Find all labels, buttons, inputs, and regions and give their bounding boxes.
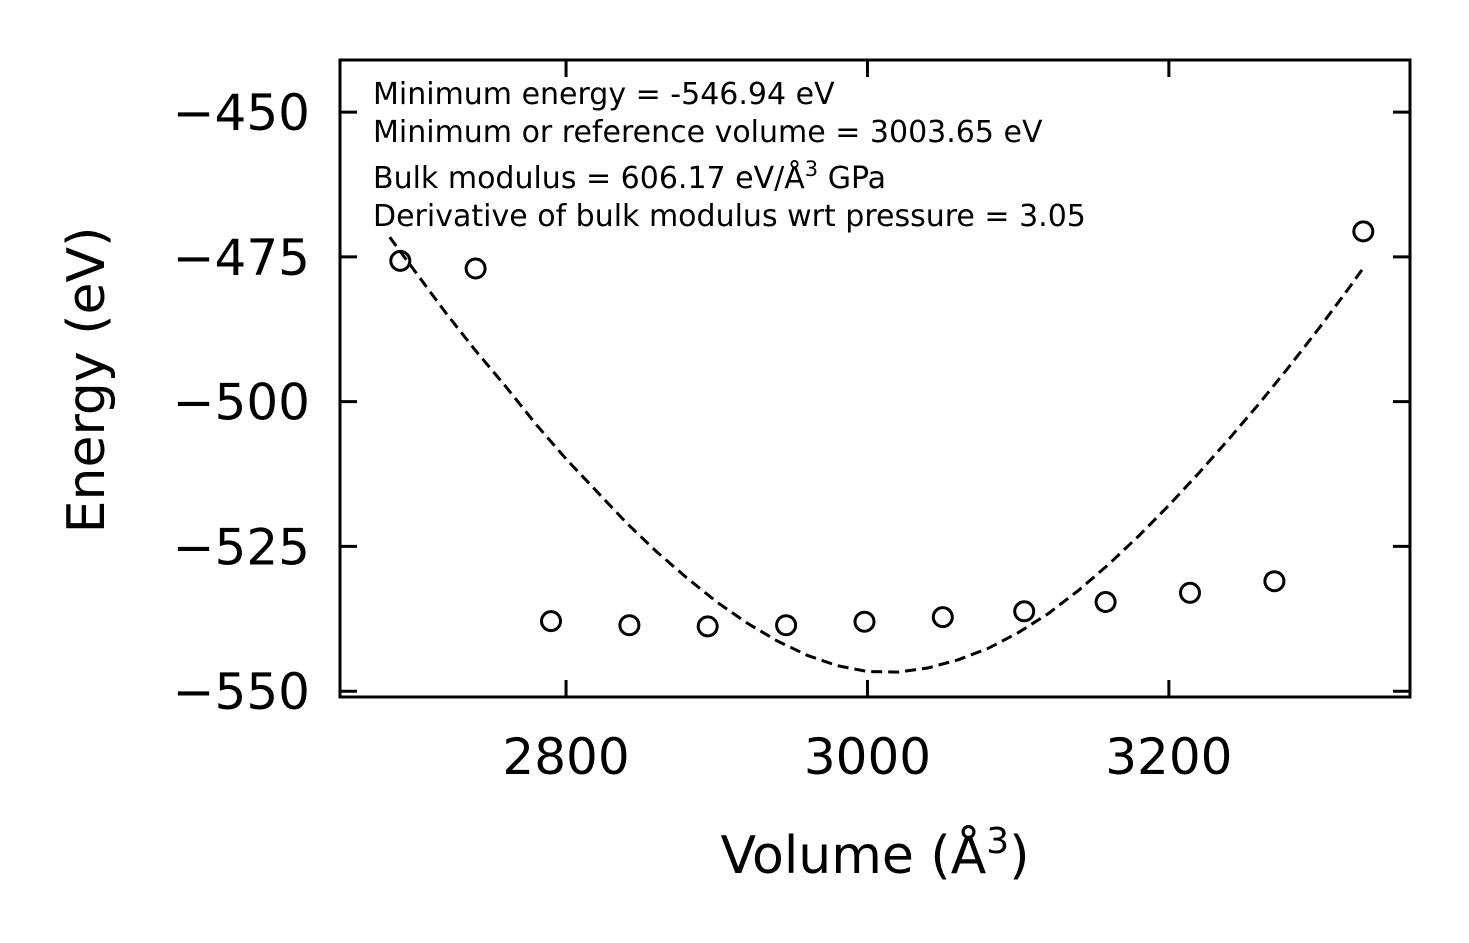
data-point-6 [775, 614, 798, 637]
annotation-bulk-derivative: Derivative of bulk modulus wrt pressure … [373, 199, 1086, 234]
fit-curve [388, 236, 1365, 674]
data-point-1 [389, 249, 412, 272]
x-axis-label-end: ) [1009, 826, 1029, 886]
y-tick-label-500: −500 [173, 374, 310, 432]
data-point-11 [1179, 581, 1201, 604]
data-point-10 [1094, 591, 1117, 613]
x-tick-label-3200: 3200 [1105, 728, 1232, 786]
x-axis-label: Volume (Å3) [721, 821, 1030, 886]
data-point-2 [464, 257, 487, 280]
annotation-bulk-modulus-unit: GPa [818, 161, 886, 196]
data-point-8 [931, 606, 954, 629]
data-point-9 [1013, 600, 1036, 623]
y-axis-label: Energy (eV) [57, 227, 117, 534]
x-axis-label-sup: 3 [986, 821, 1009, 862]
x-axis-label-main: Volume (Å [721, 824, 987, 886]
plot-frame [338, 58, 1412, 699]
annotation-bulk-modulus: Bulk modulus = 606.17 eV/Å3 GPa [373, 157, 886, 196]
data-point-13 [1352, 220, 1375, 243]
annotation-bulk-modulus-sup: 3 [805, 157, 818, 181]
data-point-5 [696, 615, 719, 638]
x-tick-label-3000: 3000 [804, 728, 931, 786]
data-point-7 [853, 610, 876, 633]
data-point-4 [618, 614, 641, 637]
y-tick-label-450: −450 [173, 84, 310, 142]
annotation-block: Minimum energy = -546.94 eV Minimum or r… [373, 77, 1086, 234]
annotation-ref-volume: Minimum or reference volume = 3003.65 eV [373, 115, 1043, 150]
data-point-3 [540, 610, 562, 633]
y-tick-label-550: −550 [173, 663, 310, 721]
annotation-bulk-modulus-main: Bulk modulus = 606.17 eV/Å [373, 160, 805, 196]
y-tick-label-525: −525 [173, 518, 310, 576]
x-tick-label-2800: 2800 [502, 728, 629, 786]
data-point-12 [1263, 570, 1286, 593]
annotation-min-energy: Minimum energy = -546.94 eV [373, 77, 835, 112]
plot-content [388, 220, 1375, 674]
y-tick-label-475: −475 [173, 229, 310, 287]
axis-ticks [340, 60, 1410, 697]
axis-tick-labels: 2800 3000 3200 −450 −475 −500 −525 −550 [173, 84, 1233, 786]
